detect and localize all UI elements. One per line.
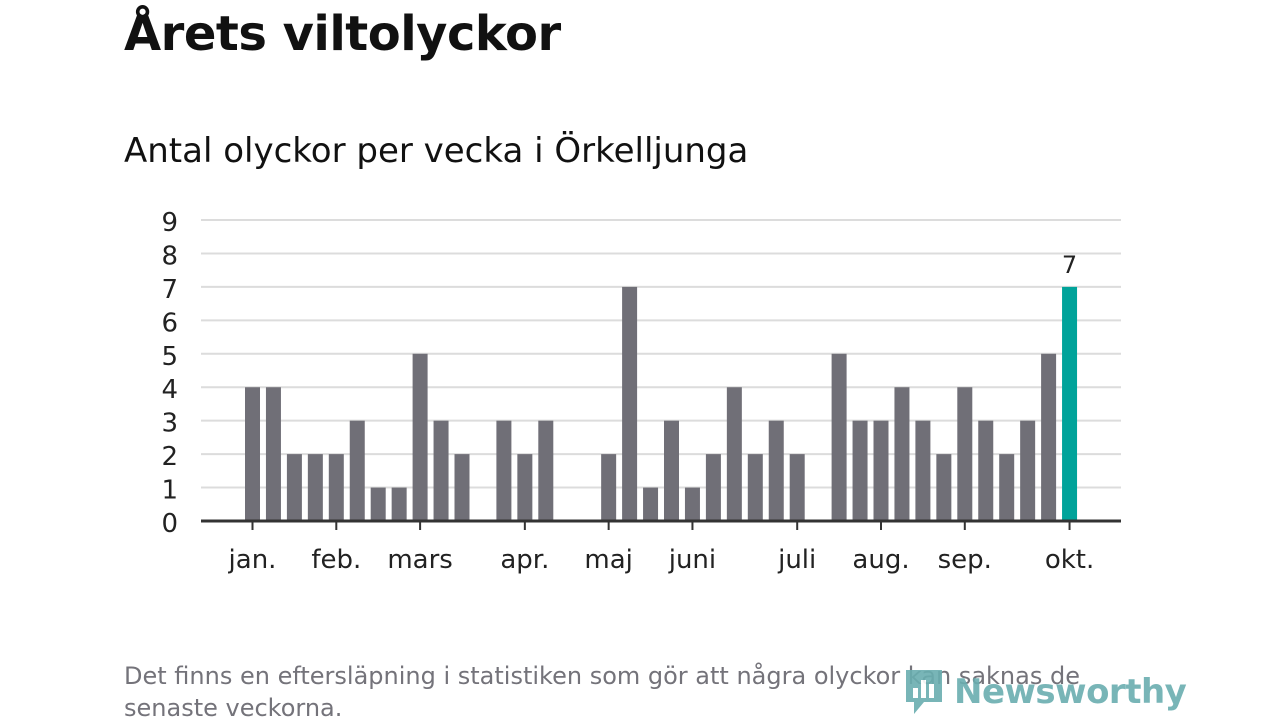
bar: [936, 454, 952, 521]
x-tick-label: aug.: [852, 545, 909, 575]
bar: [328, 454, 344, 521]
bar: [747, 454, 763, 521]
bar: [664, 420, 679, 521]
bar: [538, 420, 554, 521]
x-tick-label: juni: [668, 545, 716, 575]
bar: [915, 420, 931, 521]
bar: [1041, 353, 1057, 521]
chart-subtitle: Antal olyckor per vecka i Örkelljunga: [124, 131, 749, 171]
bar: [370, 487, 386, 521]
newsworthy-logo: Newsworthy: [902, 666, 1187, 718]
bar: [622, 286, 638, 521]
y-tick-label: 9: [161, 208, 178, 238]
bar: [517, 454, 533, 521]
bar: [412, 353, 428, 521]
x-tick-label: okt.: [1045, 545, 1094, 575]
bar: [245, 387, 260, 521]
bar: [307, 454, 323, 521]
bar-highlight: [1062, 286, 1078, 521]
y-tick-label: 0: [161, 509, 178, 539]
bar: [349, 420, 365, 521]
x-tick-label: apr.: [500, 545, 549, 575]
newsworthy-logo-icon: [906, 670, 942, 714]
y-tick-label: 6: [161, 308, 178, 338]
bar: [601, 454, 617, 521]
bar: [978, 420, 994, 521]
x-tick-label: jan.: [228, 545, 277, 575]
bar: [705, 454, 721, 521]
x-tick-label: feb.: [311, 545, 361, 575]
y-tick-label: 8: [161, 241, 178, 271]
x-tick-label: maj: [584, 545, 632, 575]
bar: [831, 353, 847, 521]
bar: [726, 387, 742, 521]
x-tick-label: sep.: [938, 545, 992, 575]
highlight-value-label: 7: [1062, 251, 1077, 279]
bar: [957, 387, 973, 521]
x-axis: jan. feb. mars apr. maj juni juli aug. sep. okt.: [201, 519, 1121, 575]
x-tick-label: juli: [777, 545, 816, 575]
y-tick-label: 5: [161, 342, 178, 372]
bar: [265, 387, 281, 521]
bar: [643, 487, 659, 521]
bar: [999, 454, 1015, 521]
bar: [894, 387, 910, 521]
y-tick-label: 1: [161, 476, 178, 506]
y-tick-label: 3: [161, 409, 178, 439]
x-tick-label: mars: [387, 545, 453, 575]
bar: [684, 487, 700, 521]
bar: [391, 487, 407, 521]
bar: [454, 454, 470, 521]
bar: [789, 454, 805, 521]
bar: [852, 420, 868, 521]
bars: 7: [245, 251, 1077, 521]
bar: [1020, 420, 1036, 521]
y-tick-label: 2: [161, 442, 178, 472]
bar: [496, 420, 512, 521]
bar: [433, 420, 449, 521]
bar: [286, 454, 302, 521]
y-axis-ticks: 01 23 45 67 89: [161, 208, 178, 539]
chart-title: Årets viltolyckor: [124, 6, 561, 62]
bar: [768, 420, 784, 521]
logo-text: Newsworthy: [954, 672, 1187, 712]
y-tick-label: 4: [161, 375, 178, 405]
bar: [873, 420, 889, 521]
y-tick-label: 7: [161, 275, 178, 305]
